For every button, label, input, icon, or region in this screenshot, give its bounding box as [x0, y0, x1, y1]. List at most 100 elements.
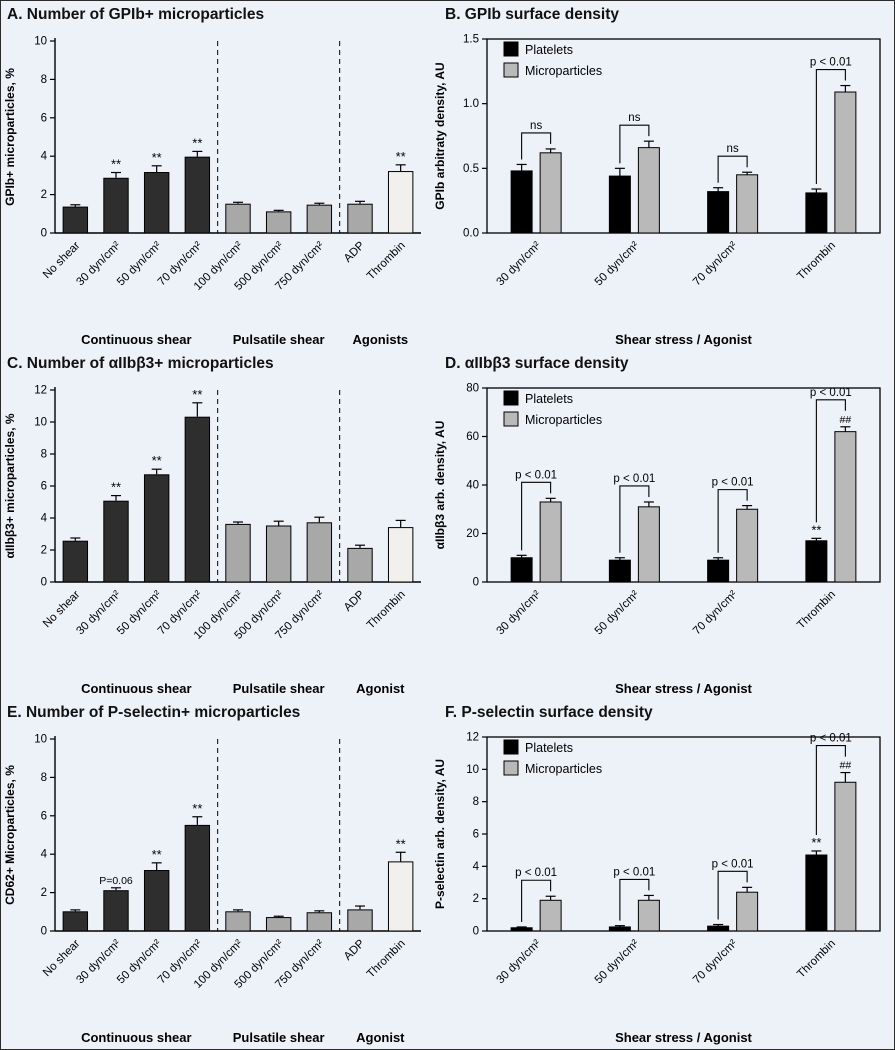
- svg-text:GPIb arbitraty density, AU: GPIb arbitraty density, AU: [433, 62, 447, 209]
- svg-text:2: 2: [41, 887, 47, 899]
- svg-text:20: 20: [466, 528, 479, 540]
- svg-text:**: **: [192, 801, 202, 816]
- svg-text:**: **: [152, 453, 162, 468]
- panel-d-title: D. αIIbβ3 surface density: [445, 355, 629, 372]
- svg-text:**: **: [192, 135, 202, 150]
- svg-text:6: 6: [41, 810, 47, 822]
- svg-text:8: 8: [41, 449, 47, 461]
- svg-text:Continuous shear: Continuous shear: [81, 332, 192, 347]
- svg-text:70 dyn/cm²: 70 dyn/cm²: [691, 938, 740, 987]
- svg-text:No shear: No shear: [41, 938, 83, 980]
- svg-text:ADP: ADP: [342, 588, 367, 613]
- svg-text:ns: ns: [727, 143, 739, 155]
- svg-text:50 dyn/cm²: 50 dyn/cm²: [593, 240, 642, 289]
- svg-text:10: 10: [466, 764, 479, 776]
- svg-text:p < 0.01: p < 0.01: [515, 469, 557, 481]
- svg-text:Thrombin: Thrombin: [795, 938, 838, 981]
- panel-c: C. Number of αIIbβ3+ microparticles 0 2 4 6…: [1, 350, 429, 699]
- panel-e: E. Number of P-selectin+ microparticles …: [1, 699, 429, 1049]
- svg-text:**: **: [111, 157, 121, 172]
- svg-text:Platelets: Platelets: [525, 392, 573, 406]
- svg-text:Thrombin: Thrombin: [795, 589, 838, 632]
- svg-text:Shear stress / Agonist: Shear stress / Agonist: [615, 1030, 752, 1045]
- svg-text:30 dyn/cm²: 30 dyn/cm²: [495, 589, 544, 638]
- bar-chart-aiibb3-microparticles: 0 2 4 6 8 10 12 αIIbβ3+ microparticles, % No she…: [3, 385, 421, 696]
- svg-text:p < 0.01: p < 0.01: [613, 866, 655, 878]
- svg-text:ADP: ADP: [342, 937, 367, 962]
- svg-text:##: ##: [840, 760, 852, 772]
- svg-text:P=0.06: P=0.06: [99, 875, 133, 887]
- svg-text:Thrombin: Thrombin: [365, 938, 408, 981]
- svg-text:2: 2: [41, 189, 47, 201]
- svg-text:12: 12: [466, 732, 479, 744]
- grouped-bar-chart-aiibb3-density: 0 20 40 60 80 αIIbβ3 arb. density, AU ** ## 30 d…: [433, 383, 881, 696]
- svg-text:Agonists: Agonists: [353, 332, 409, 347]
- grouped-bar-chart-pselectin-density: 0 2 4 6 8 10 12 P-selectin arb. density, AU ** ##…: [433, 732, 881, 1045]
- svg-text:70 dyn/cm²: 70 dyn/cm²: [691, 240, 740, 289]
- svg-text:60: 60: [466, 431, 479, 443]
- panel-e-title: E. Number of P-selectin+ microparticles: [7, 704, 301, 721]
- svg-text:**: **: [152, 847, 162, 862]
- svg-text:10: 10: [34, 417, 47, 429]
- svg-text:Microparticles: Microparticles: [525, 64, 602, 78]
- svg-text:6: 6: [41, 481, 47, 493]
- svg-text:Thrombin: Thrombin: [365, 240, 408, 283]
- svg-text:No shear: No shear: [41, 589, 83, 631]
- svg-text:##: ##: [840, 414, 852, 426]
- svg-text:2: 2: [41, 545, 47, 557]
- panel-a-title: A. Number of GPIb+ microparticles: [7, 6, 265, 23]
- svg-text:p < 0.01: p < 0.01: [810, 387, 852, 399]
- svg-text:0.5: 0.5: [463, 163, 479, 175]
- svg-text:ns: ns: [530, 120, 542, 132]
- svg-text:Pulsatile shear: Pulsatile shear: [233, 1030, 325, 1045]
- panel-b: B. GPIb surface density 0.0 0.5 1.0 1.5 GPIb…: [429, 1, 894, 350]
- svg-text:0: 0: [473, 926, 479, 938]
- svg-text:Pulsatile shear: Pulsatile shear: [233, 332, 325, 347]
- svg-text:ns: ns: [628, 112, 640, 124]
- svg-text:40: 40: [466, 480, 479, 492]
- svg-text:10: 10: [34, 36, 47, 48]
- svg-text:p < 0.01: p < 0.01: [810, 57, 852, 69]
- svg-text:p < 0.01: p < 0.01: [515, 867, 557, 879]
- svg-text:p < 0.01: p < 0.01: [613, 473, 655, 485]
- svg-text:P-selectin arb. density, AU: P-selectin arb. density, AU: [433, 759, 447, 909]
- svg-text:Shear stress / Agonist: Shear stress / Agonist: [615, 332, 752, 347]
- svg-text:6: 6: [41, 112, 47, 124]
- svg-text:Platelets: Platelets: [525, 741, 573, 755]
- panel-d: D. αIIbβ3 surface density 0 20 40 60 80 αIIbβ…: [429, 350, 894, 699]
- svg-text:8: 8: [41, 772, 47, 784]
- svg-text:1.0: 1.0: [463, 98, 479, 110]
- svg-text:8: 8: [473, 796, 479, 808]
- svg-text:10: 10: [34, 734, 47, 746]
- svg-text:Pulsatile shear: Pulsatile shear: [233, 681, 325, 696]
- svg-text:80: 80: [466, 383, 479, 395]
- svg-text:ADP: ADP: [342, 239, 367, 264]
- svg-text:8: 8: [41, 74, 47, 86]
- svg-text:Thrombin: Thrombin: [795, 240, 838, 283]
- svg-text:50 dyn/cm²: 50 dyn/cm²: [593, 938, 642, 987]
- panel-f: F. P-selectin surface density 0 2 4 6 8 10 12 P…: [429, 699, 894, 1049]
- svg-text:Continuous shear: Continuous shear: [81, 681, 192, 696]
- svg-text:**: **: [192, 387, 202, 402]
- grouped-bar-chart-gpib-density: 0.0 0.5 1.0 1.5 GPIb arbitraty density, AU 30…: [433, 34, 881, 347]
- svg-text:Platelets: Platelets: [525, 43, 573, 57]
- panel-f-title: F. P-selectin surface density: [445, 704, 653, 721]
- svg-text:0: 0: [473, 577, 479, 589]
- svg-text:4: 4: [473, 861, 480, 873]
- svg-text:No shear: No shear: [41, 240, 83, 282]
- svg-text:Microparticles: Microparticles: [525, 413, 602, 427]
- svg-text:p < 0.01: p < 0.01: [810, 733, 852, 745]
- svg-text:CD62+ Microparticles, %: CD62+ Microparticles, %: [3, 765, 17, 905]
- svg-text:αIIbβ3 arb. density, AU: αIIbβ3 arb. density, AU: [433, 421, 447, 550]
- svg-text:70 dyn/cm²: 70 dyn/cm²: [691, 589, 740, 638]
- svg-text:50 dyn/cm²: 50 dyn/cm²: [593, 589, 642, 638]
- svg-text:30 dyn/cm²: 30 dyn/cm²: [495, 938, 544, 987]
- svg-text:30 dyn/cm²: 30 dyn/cm²: [495, 240, 544, 289]
- panel-b-title: B. GPIb surface density: [445, 6, 619, 23]
- svg-text:0: 0: [41, 926, 47, 938]
- svg-text:**: **: [152, 150, 162, 165]
- svg-text:αIIbβ3+ microparticles, %: αIIbβ3+ microparticles, %: [3, 413, 17, 558]
- svg-text:Thrombin: Thrombin: [365, 589, 408, 632]
- svg-text:Continuous shear: Continuous shear: [81, 1030, 192, 1045]
- svg-text:1.5: 1.5: [463, 34, 479, 46]
